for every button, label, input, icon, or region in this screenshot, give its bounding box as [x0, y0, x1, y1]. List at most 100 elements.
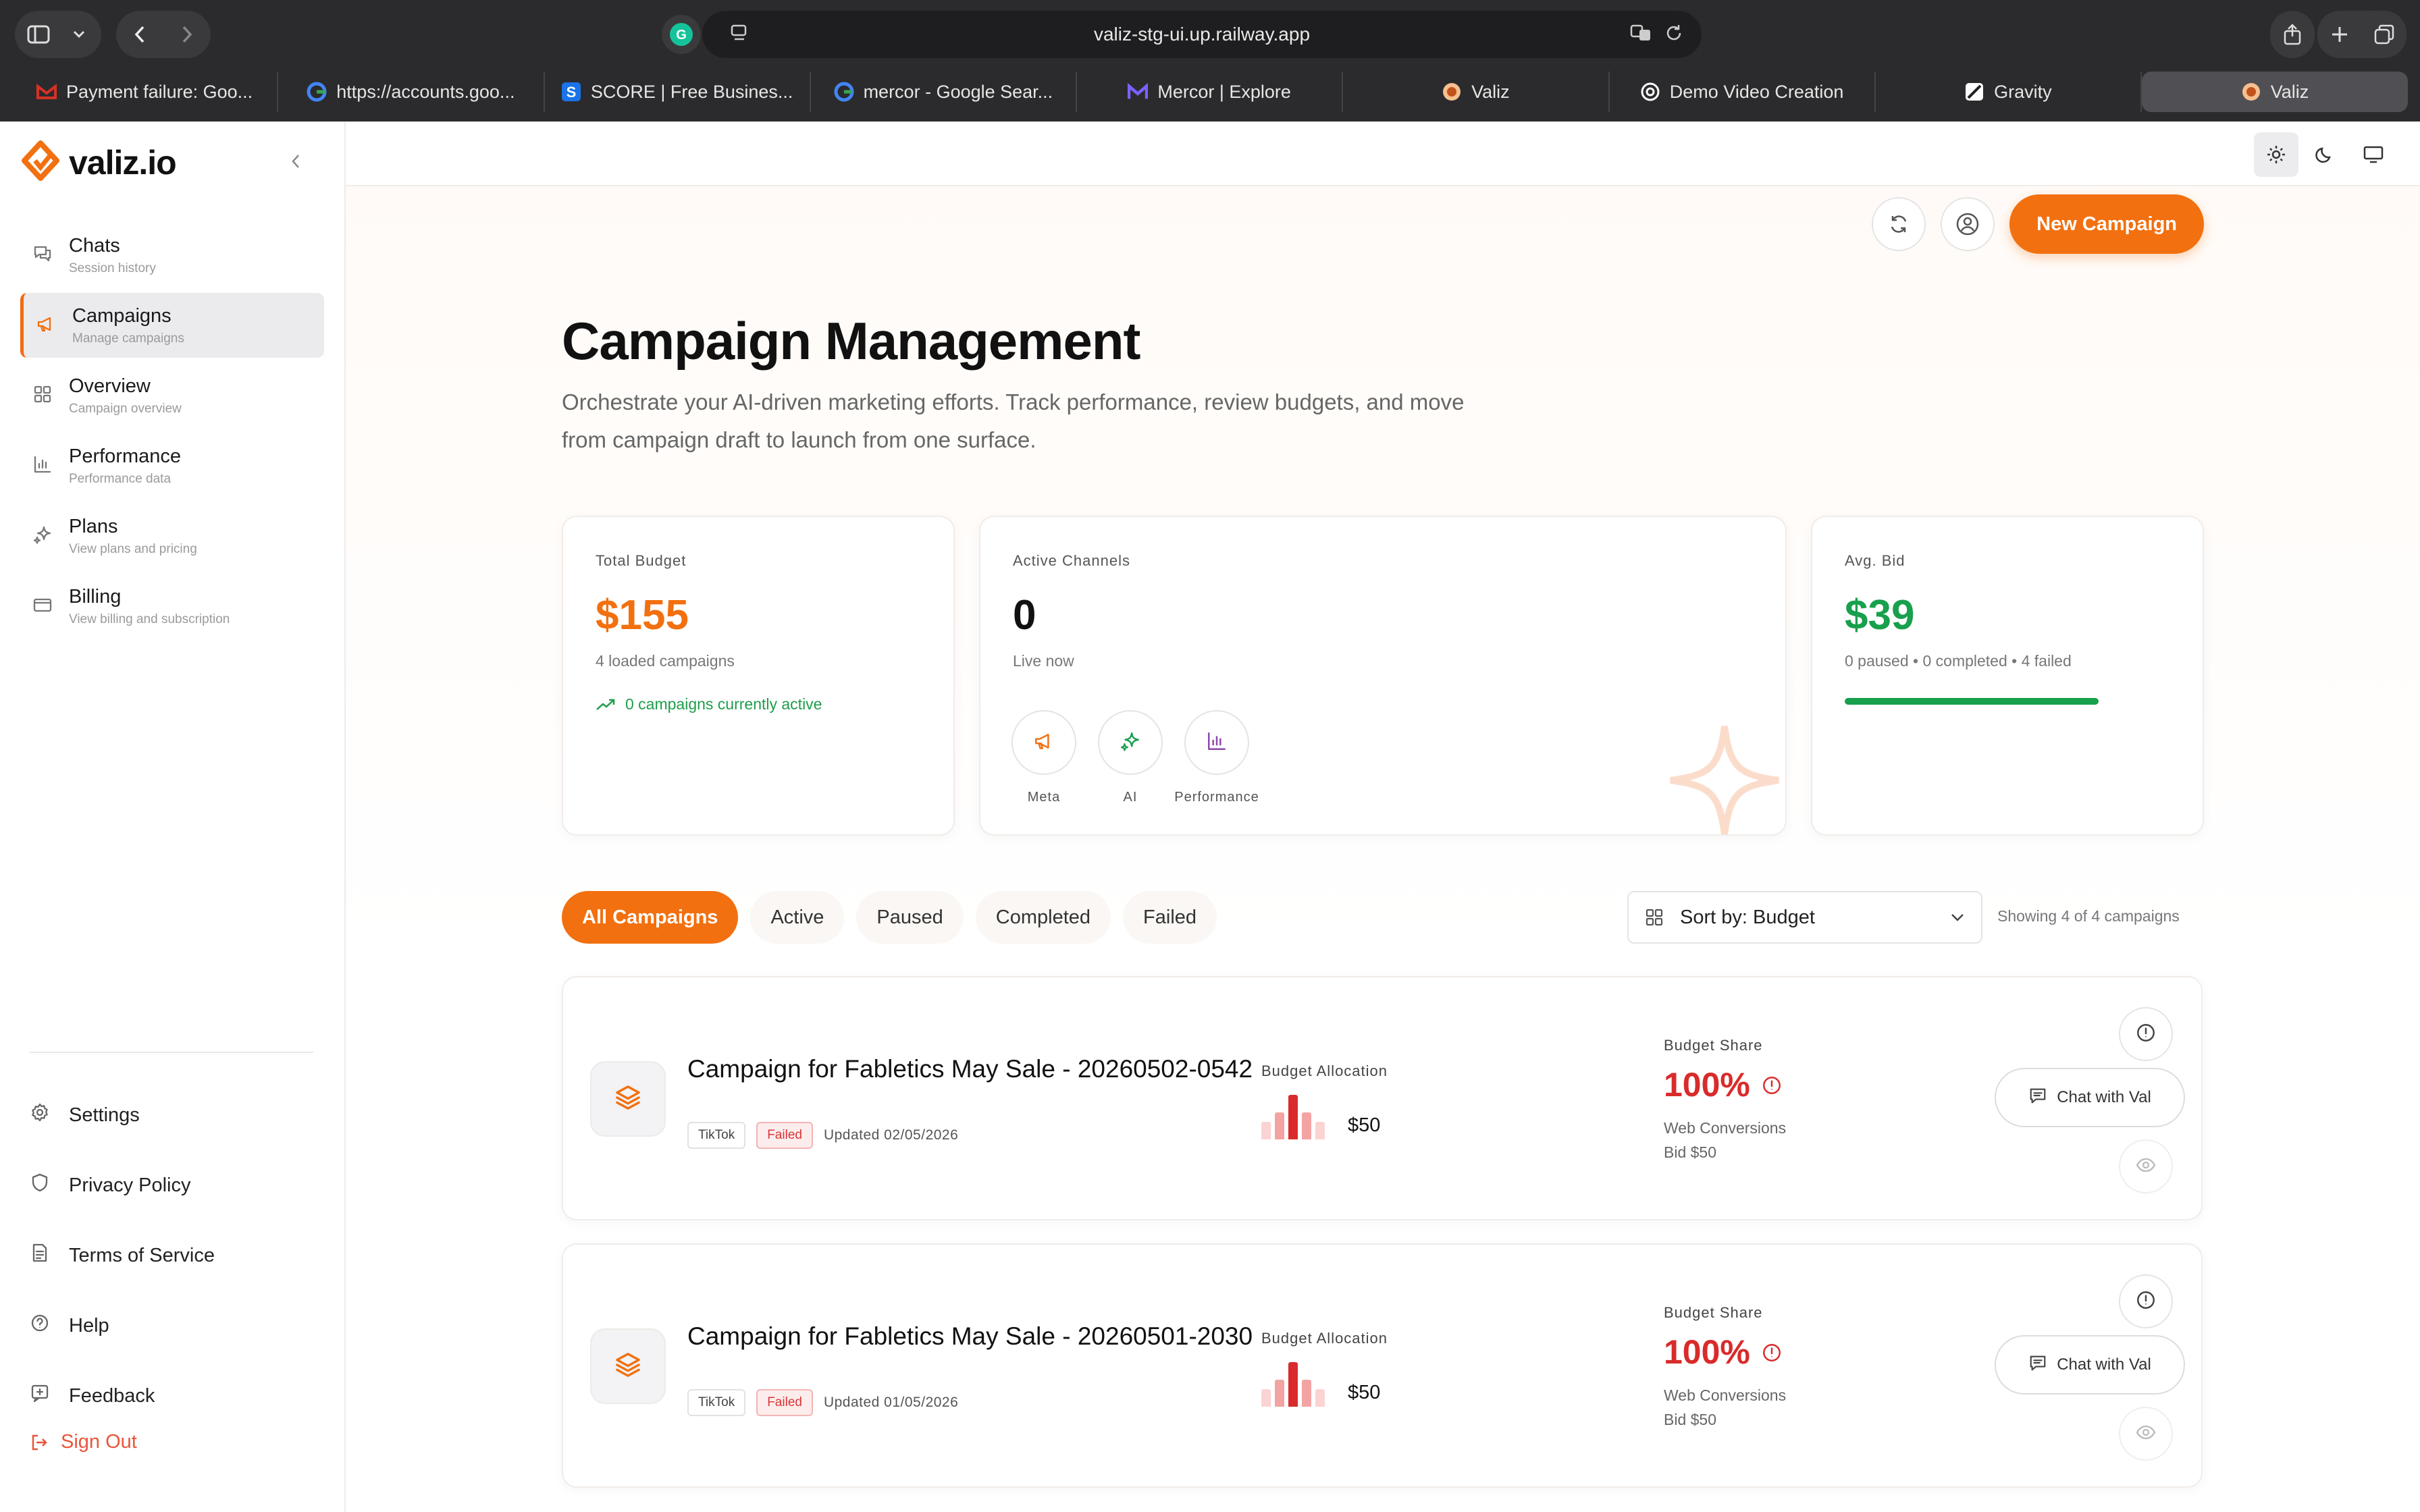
budget-allocation: $50	[1261, 1095, 1380, 1139]
sidebar-link-label: Feedback	[69, 1384, 155, 1407]
browser-tab[interactable]: Valiz	[1343, 72, 1610, 112]
valiz-icon	[1442, 82, 1462, 102]
sidebar-link-help[interactable]: Help	[30, 1291, 327, 1361]
chat-label: Chat with Val	[2057, 1355, 2151, 1374]
dark-theme-icon[interactable]	[2303, 132, 2347, 177]
browser-tab[interactable]: Payment failure: Goo...	[12, 72, 279, 112]
browser-tab[interactable]: mercor - Google Sear...	[811, 72, 1077, 112]
tab-overview-icon[interactable]	[2362, 11, 2406, 58]
channel-ai[interactable]: AI	[1098, 710, 1163, 805]
sort-select[interactable]: Sort by: Budget	[1627, 891, 1982, 944]
chat-icon	[32, 244, 53, 267]
channel-meta[interactable]: Meta	[1011, 710, 1076, 805]
system-theme-icon[interactable]	[2351, 132, 2396, 177]
sidebar-item-overview[interactable]: Overview Campaign overview	[20, 363, 324, 428]
chat-with-val-button[interactable]: Chat with Val	[1995, 1068, 2185, 1127]
sidebar-item-chats[interactable]: Chats Session history	[20, 223, 324, 288]
eye-icon	[2136, 1155, 2156, 1179]
tab-label: SCORE | Free Busines...	[590, 81, 793, 102]
sidebar-link-settings[interactable]: Settings	[30, 1080, 327, 1150]
browser-tab[interactable]: https://accounts.goo...	[278, 72, 545, 112]
view-campaign-button[interactable]	[2119, 1139, 2173, 1193]
browser-tab[interactable]: Demo Video Creation	[1610, 72, 1876, 112]
campaign-title[interactable]: Campaign for Fabletics May Sale - 202605…	[687, 1055, 1253, 1083]
campaign-row[interactable]: Campaign for Fabletics May Sale - 202605…	[562, 1243, 2203, 1488]
tab-tools	[2317, 11, 2406, 58]
chevron-down-icon[interactable]	[62, 11, 96, 58]
browser-toolbar: G valiz-stg-ui.up.railway.app	[0, 0, 2420, 68]
avg-bid-sub: 0 paused • 0 completed • 4 failed	[1845, 652, 2072, 670]
allocation-bar	[1288, 1095, 1298, 1139]
sparkle-decoration-icon	[1670, 726, 1779, 834]
sidebar-link-feedback[interactable]: Feedback	[30, 1361, 327, 1431]
filter-active[interactable]: Active	[750, 891, 845, 944]
light-theme-icon[interactable]	[2254, 132, 2298, 177]
filter-failed[interactable]: Failed	[1123, 891, 1217, 944]
share-icon[interactable]	[2270, 11, 2315, 58]
browser-tab[interactable]: S SCORE | Free Busines...	[545, 72, 811, 112]
theme-switcher	[2254, 132, 2396, 177]
filter-all-campaigns[interactable]: All Campaigns	[562, 891, 739, 944]
filter-paused[interactable]: Paused	[856, 891, 964, 944]
allocation-bar	[1302, 1112, 1311, 1139]
sign-out-label: Sign Out	[61, 1431, 137, 1453]
sidebar-item-plans[interactable]: Plans View plans and pricing	[20, 504, 324, 568]
sidebar-item-billing[interactable]: Billing View billing and subscription	[20, 574, 324, 639]
new-tab-icon[interactable]	[2317, 11, 2362, 58]
tab-label: Valiz	[1471, 81, 1510, 102]
sidebar-item-texts: Performance Performance data	[69, 446, 181, 487]
address-bar[interactable]: valiz-stg-ui.up.railway.app	[702, 11, 1702, 58]
translate-icon[interactable]	[1630, 23, 1653, 48]
campaign-info-button[interactable]	[2119, 1274, 2173, 1328]
avg-bid-value: $39	[1845, 592, 1915, 639]
platform-tag: TikTok	[687, 1122, 746, 1149]
filter-completed[interactable]: Completed	[975, 891, 1111, 944]
back-icon[interactable]	[116, 11, 163, 58]
grammarly-icon[interactable]: G	[662, 15, 701, 54]
forward-icon[interactable]	[163, 11, 211, 58]
browser-tab[interactable]: Valiz	[2142, 72, 2409, 112]
sidebar-item-texts: Plans View plans and pricing	[69, 516, 197, 557]
account-button[interactable]	[1941, 197, 1995, 251]
collapse-sidebar-icon[interactable]	[289, 153, 302, 173]
document-icon	[30, 1243, 50, 1268]
refresh-button[interactable]	[1872, 197, 1926, 251]
logo[interactable]: valiz.io	[20, 140, 177, 185]
campaign-row[interactable]: Campaign for Fabletics May Sale - 202605…	[562, 976, 2203, 1220]
sidebar-item-performance[interactable]: Performance Performance data	[20, 433, 324, 498]
chat-with-val-button[interactable]: Chat with Val	[1995, 1335, 2185, 1395]
budget-share-title: Budget Share	[1664, 1037, 1763, 1054]
view-campaign-button[interactable]	[2119, 1407, 2173, 1461]
message-icon	[2028, 1353, 2047, 1377]
sidebar-toggle-icon[interactable]	[15, 11, 62, 58]
sidebar-item-label: Plans	[69, 515, 118, 537]
active-channels-sub: Live now	[1013, 652, 1074, 670]
sparkle-icon	[32, 524, 53, 548]
campaign-info-button[interactable]	[2119, 1007, 2173, 1061]
campaign-icon-box	[590, 1061, 666, 1137]
browser-tab[interactable]: Gravity	[1876, 72, 2142, 112]
tab-label: Valiz	[2270, 81, 2309, 102]
sidebar-link-privacy-policy[interactable]: Privacy Policy	[30, 1150, 327, 1220]
tab-label: Mercor | Explore	[1157, 81, 1291, 102]
updated-date: Updated 01/05/2026	[823, 1395, 959, 1410]
sidebar-item-campaigns[interactable]: Campaigns Manage campaigns	[20, 293, 324, 358]
new-campaign-button[interactable]: New Campaign	[2009, 194, 2204, 254]
url-text[interactable]: valiz-stg-ui.up.railway.app	[1093, 24, 1311, 45]
main-content: New Campaign Campaign Management Orchest…	[346, 122, 2420, 1512]
sign-out-button[interactable]: Sign Out	[30, 1431, 137, 1453]
svg-text:S: S	[566, 84, 576, 101]
page-title: Campaign Management	[562, 311, 1140, 371]
page-settings-icon[interactable]	[729, 23, 749, 48]
reload-icon[interactable]	[1664, 23, 1684, 48]
sidebar-link-terms-of-service[interactable]: Terms of Service	[30, 1220, 327, 1291]
updated-date: Updated 02/05/2026	[823, 1127, 959, 1143]
channel-badge	[1011, 710, 1076, 775]
allocation-bars	[1261, 1095, 1325, 1139]
campaign-title[interactable]: Campaign for Fabletics May Sale - 202605…	[687, 1322, 1253, 1350]
browser-tab[interactable]: Mercor | Explore	[1077, 72, 1344, 112]
channel-performance[interactable]: Performance	[1174, 710, 1259, 805]
sidebar-item-label: Campaigns	[72, 304, 172, 327]
sidebar-toggle-group[interactable]	[15, 11, 101, 58]
sidebar-link-label: Help	[69, 1314, 109, 1336]
